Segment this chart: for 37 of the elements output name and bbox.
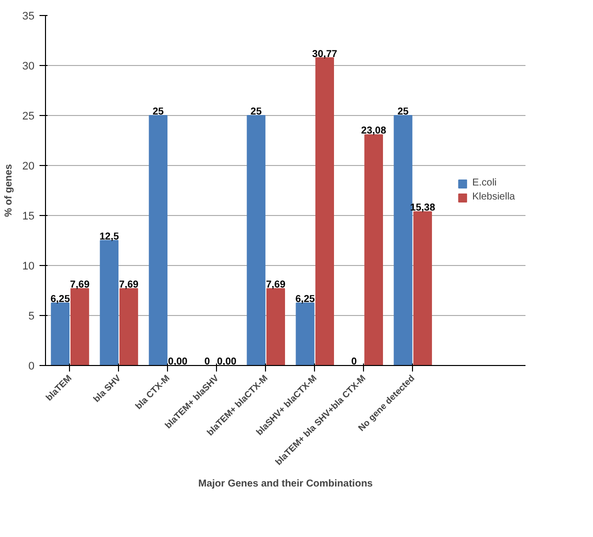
bar — [266, 288, 286, 366]
y-tick-label: 20 — [22, 160, 35, 172]
data-label: 25 — [152, 106, 164, 118]
data-label: 30,77 — [312, 48, 338, 60]
data-label: 25 — [250, 106, 262, 118]
y-tick-label: 0 — [28, 360, 35, 372]
data-label: 7,69 — [266, 280, 286, 291]
bar — [70, 288, 90, 366]
y-tick-label: 30 — [22, 60, 35, 72]
legend-label: E.coli — [472, 178, 497, 188]
data-label: 7,69 — [70, 280, 90, 291]
bar — [296, 302, 314, 366]
y-tick-label: 5 — [28, 310, 35, 322]
bar — [413, 211, 432, 366]
data-label: 6,25 — [295, 294, 316, 305]
bar — [119, 288, 138, 366]
bar — [315, 57, 334, 366]
data-label: 12,5 — [99, 232, 120, 242]
bar — [364, 134, 383, 366]
data-label: 6,25 — [50, 294, 70, 305]
x-axis-title: Major Genes and their Combinations — [198, 478, 374, 490]
y-tick-label: 35 — [22, 10, 35, 22]
data-label: 23,08 — [361, 126, 387, 137]
y-tick-label: 10 — [22, 260, 35, 272]
y-axis-title: % of genes — [3, 164, 14, 217]
y-tick-label: 15 — [22, 210, 35, 222]
legend-label: Klebsiella — [472, 192, 515, 202]
data-label: 25 — [397, 106, 410, 118]
bar — [100, 240, 118, 366]
bar — [394, 115, 412, 366]
data-label: 7,69 — [119, 280, 139, 291]
data-label: 0 — [351, 356, 358, 368]
data-label: 0 — [204, 356, 210, 368]
y-tick-label: 25 — [22, 110, 35, 122]
bar — [50, 302, 70, 366]
bar — [246, 115, 266, 366]
bar — [148, 115, 168, 366]
